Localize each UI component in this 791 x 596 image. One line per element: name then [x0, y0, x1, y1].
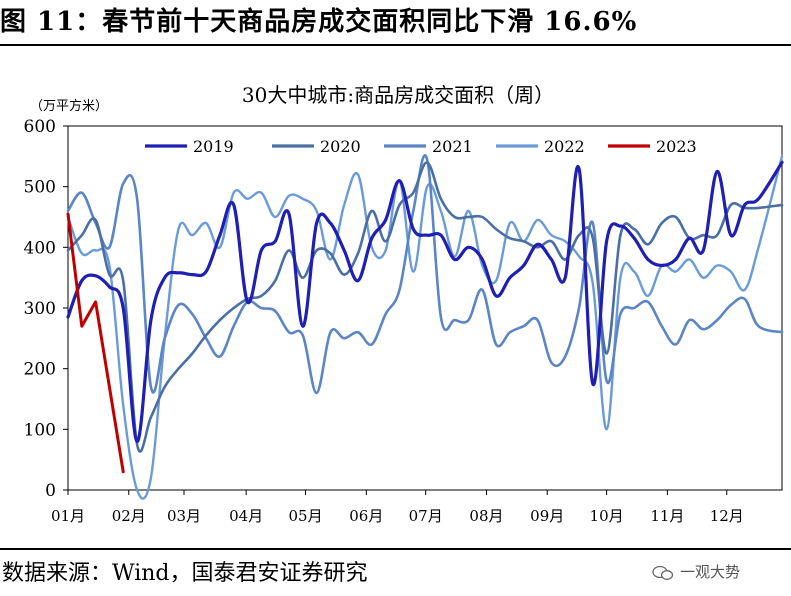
legend: 2019 2020 2021 2022 2023 — [145, 137, 697, 156]
legend-label-2019: 2019 — [193, 137, 234, 156]
x-tick-label: 11月 — [650, 507, 684, 525]
source-note: 数据来源：Wind，国泰君安证券研究 — [2, 561, 368, 586]
series-line-2020 — [66, 161, 784, 453]
chart-title: 30大中城市:商品房成交面积（周） — [242, 83, 554, 107]
y-tick-label: 500 — [24, 178, 56, 198]
line-chart: 30大中城市:商品房成交面积（周） （万平方米） 2019 2020 2021 202… — [24, 83, 784, 525]
x-tick-label: 06月 — [349, 507, 383, 525]
x-tick-label: 08月 — [469, 507, 503, 525]
figure-title: 图 11：春节前十天商品房成交面积同比下滑 16.6% — [0, 7, 638, 37]
watermark: 一观大势 — [652, 560, 740, 584]
series-line-2019 — [66, 160, 784, 444]
watermark-text: 一观大势 — [680, 563, 741, 581]
x-tick-label: 10月 — [590, 507, 624, 525]
y-axis-label: （万平方米） — [30, 98, 108, 114]
legend-label-2023: 2023 — [656, 137, 697, 156]
x-tick-label: 02月 — [112, 507, 146, 525]
x-tick-label: 09月 — [530, 507, 564, 525]
y-tick-label: 200 — [24, 360, 56, 380]
y-tick-label: 300 — [24, 299, 56, 319]
y-tick-label: 600 — [24, 117, 56, 137]
x-tick-label: 03月 — [167, 507, 201, 525]
legend-label-2022: 2022 — [544, 137, 585, 156]
series-line-2023 — [66, 212, 125, 474]
x-tick-label: 12月 — [710, 507, 744, 525]
x-tick-label: 07月 — [409, 507, 443, 525]
wechat-icon — [652, 565, 674, 580]
y-tick-label: 100 — [24, 420, 56, 440]
series-line-2022 — [66, 155, 784, 500]
y-tick-label: 400 — [24, 238, 56, 258]
legend-label-2020: 2020 — [320, 137, 361, 156]
series-line-2021 — [66, 154, 784, 395]
y-tick-label: 0 — [45, 481, 56, 501]
legend-label-2021: 2021 — [432, 137, 473, 156]
top-rule — [0, 44, 791, 46]
x-tick-label: 05月 — [288, 507, 322, 525]
x-tick-label: 04月 — [229, 507, 263, 525]
bottom-rule — [0, 548, 791, 550]
x-tick-label: 01月 — [51, 507, 85, 525]
